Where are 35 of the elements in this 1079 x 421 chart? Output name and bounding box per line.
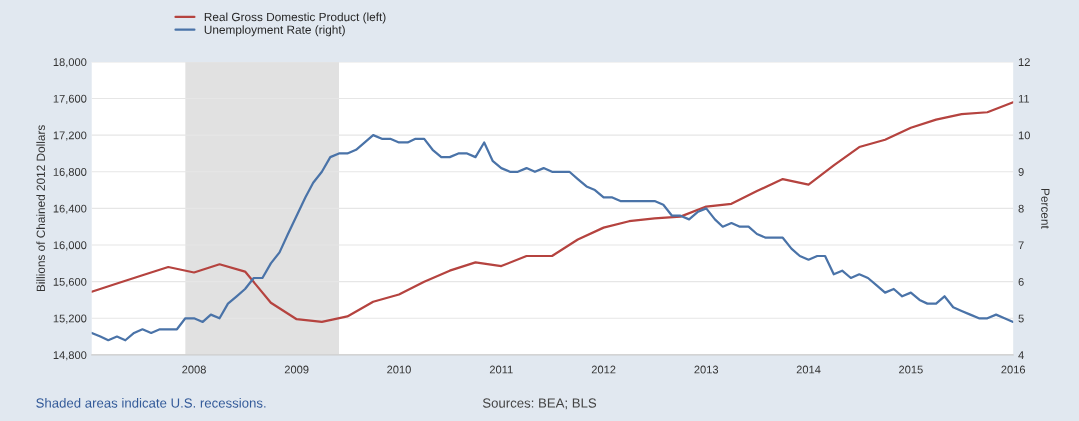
y2-tick-label: 7 (1018, 241, 1024, 250)
line-series (91, 134, 1014, 342)
y-tick-label: 16,000 (53, 241, 87, 251)
y-tick-label: 15,200 (53, 314, 87, 324)
y2-tick-label: 12 (1018, 58, 1030, 66)
x-tick-label: 2008 (182, 365, 206, 374)
y-axis-title: Billions of Chained 2012 Dollars (36, 125, 45, 292)
y2-tick-label: 11 (1018, 94, 1030, 103)
y2-axis-title: Percent (1041, 189, 1050, 229)
y-tick-label: 16,800 (53, 168, 87, 178)
y2-tick-label: 9 (1018, 168, 1024, 176)
y-tick-label: 18,000 (53, 58, 87, 68)
y2-tick-label: 5 (1018, 314, 1024, 323)
y2-tick-label: 10 (1018, 131, 1030, 140)
x-tick-label: 2016 (1001, 365, 1026, 374)
legend-label: Real Gross Domestic Product (left) (204, 12, 386, 24)
line-series (91, 101, 1014, 324)
x-tick-label: 2009 (284, 365, 309, 374)
y2-tick-label: 4 (1018, 351, 1024, 359)
y-tick-label: 17,600 (53, 94, 87, 104)
x-tick-label: 2014 (796, 365, 821, 374)
x-tick-label: 2015 (899, 365, 923, 374)
x-tick-label: 2010 (387, 365, 411, 374)
y-tick-label: 14,800 (53, 351, 87, 361)
y-tick-label: 16,400 (53, 204, 87, 214)
y2-tick-label: 6 (1018, 277, 1024, 286)
x-tick-label: 2012 (591, 365, 616, 374)
source-note: Sources: BEA; BLS (482, 398, 597, 410)
x-tick-label: 2011 (489, 365, 513, 374)
text: Shaded areas indicate U.S. recessions. (36, 398, 266, 408)
legend-label: Unemployment Rate (right) (204, 25, 345, 37)
y-tick-label: 17,200 (53, 131, 87, 141)
y2-tick-label: 8 (1018, 204, 1024, 213)
y-tick-label: 15,600 (53, 277, 87, 288)
x-tick-label: 2013 (694, 365, 719, 374)
